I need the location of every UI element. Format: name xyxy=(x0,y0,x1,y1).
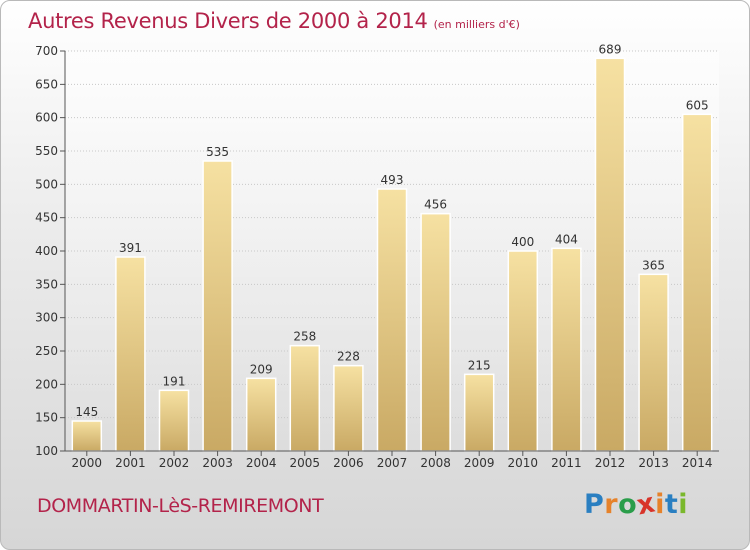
x-tick-label: 2014 xyxy=(682,456,713,470)
bar-2006 xyxy=(333,364,364,452)
logo-letter: t xyxy=(664,489,679,520)
data-label-2009: 215 xyxy=(468,358,491,372)
bar-2001 xyxy=(115,256,146,452)
x-tick-label: 2006 xyxy=(333,456,364,470)
x-tick-label: 2007 xyxy=(377,456,408,470)
data-label-2011: 404 xyxy=(555,232,578,246)
data-label-2013: 365 xyxy=(642,258,665,272)
bar-2013 xyxy=(638,273,669,452)
bar-2012 xyxy=(594,57,626,452)
logo-letter: r xyxy=(604,489,619,520)
logo-letter: i xyxy=(678,489,689,520)
bars: 145 391 191 535 209 258 228 493 456 215 400 404 689 3… xyxy=(71,42,713,452)
x-tick-label: 2013 xyxy=(638,456,669,470)
data-label-2005: 258 xyxy=(293,330,316,344)
logo-letter: o xyxy=(618,489,638,520)
x-tick-label: 2005 xyxy=(290,456,321,470)
data-label-2012: 689 xyxy=(599,42,622,56)
data-label-2000: 145 xyxy=(75,405,98,419)
x-tick-label: 2002 xyxy=(159,456,190,470)
y-tick-label: 300 xyxy=(35,311,58,325)
bar-2009 xyxy=(463,373,495,452)
bar-2000 xyxy=(71,420,103,452)
x-tick-label: 2000 xyxy=(72,456,103,470)
y-tick-label: 200 xyxy=(35,377,58,391)
data-label-2008: 456 xyxy=(424,198,447,212)
y-tick-label: 250 xyxy=(35,344,58,358)
y-tick-label: 500 xyxy=(35,177,58,191)
data-label-2002: 191 xyxy=(163,374,186,388)
bar-2003 xyxy=(202,160,233,452)
data-label-2007: 493 xyxy=(381,173,404,187)
x-tick-label: 2012 xyxy=(595,456,626,470)
x-axis: 2000 2001 2002 2003 2004 2005 2006 2007 2008 2009… xyxy=(65,450,719,470)
y-tick-label: 600 xyxy=(35,111,58,125)
y-tick-label: 550 xyxy=(35,144,58,158)
city-name: DOMMARTIN-LèS-REMIREMONT xyxy=(37,495,324,517)
x-tick-label: 2011 xyxy=(551,456,582,470)
y-tick-label: 350 xyxy=(35,277,58,291)
bar-2007 xyxy=(376,188,408,452)
y-tick-label: 150 xyxy=(35,411,58,425)
chart-subtitle: (en milliers d'€) xyxy=(433,18,520,31)
y-tick-label: 400 xyxy=(35,244,58,258)
x-tick-label: 2008 xyxy=(420,456,451,470)
x-tick-label: 2003 xyxy=(202,456,233,470)
x-tick-label: 2004 xyxy=(246,456,277,470)
x-tick-label: 2010 xyxy=(508,456,539,470)
data-label-2001: 391 xyxy=(119,241,142,255)
bar-2014 xyxy=(681,113,713,452)
bar-2008 xyxy=(420,212,451,452)
chart-title-text: Autres Revenus Divers de 2000 à 2014 xyxy=(28,9,428,33)
x-tick-label: 2001 xyxy=(115,456,146,470)
y-tick-label: 450 xyxy=(35,211,58,225)
y-tick-label: 700 xyxy=(35,44,58,58)
bar-2005 xyxy=(289,344,321,452)
data-label-2014: 605 xyxy=(686,98,709,112)
data-label-2006: 228 xyxy=(337,350,360,364)
y-tick-label: 650 xyxy=(35,77,58,91)
bar-2002 xyxy=(158,389,190,452)
logo-letter: P xyxy=(584,489,605,520)
data-label-2010: 400 xyxy=(511,235,534,249)
y-axis: 100 150 200 250 300 350 400 450 500 550 600 650 700 xyxy=(35,44,66,458)
bar-2004 xyxy=(245,377,277,452)
chart-title: Autres Revenus Divers de 2000 à 2014 (en … xyxy=(28,9,520,33)
logo-letter: i xyxy=(655,489,665,520)
data-label-2003: 535 xyxy=(206,145,229,159)
x-tick-label: 2009 xyxy=(464,456,495,470)
y-tick-label: 100 xyxy=(35,444,58,458)
data-label-2004: 209 xyxy=(250,362,273,376)
proxiti-logo: Proxiti xyxy=(584,487,689,521)
bar-2011 xyxy=(551,247,582,452)
bar-2010 xyxy=(507,250,539,452)
